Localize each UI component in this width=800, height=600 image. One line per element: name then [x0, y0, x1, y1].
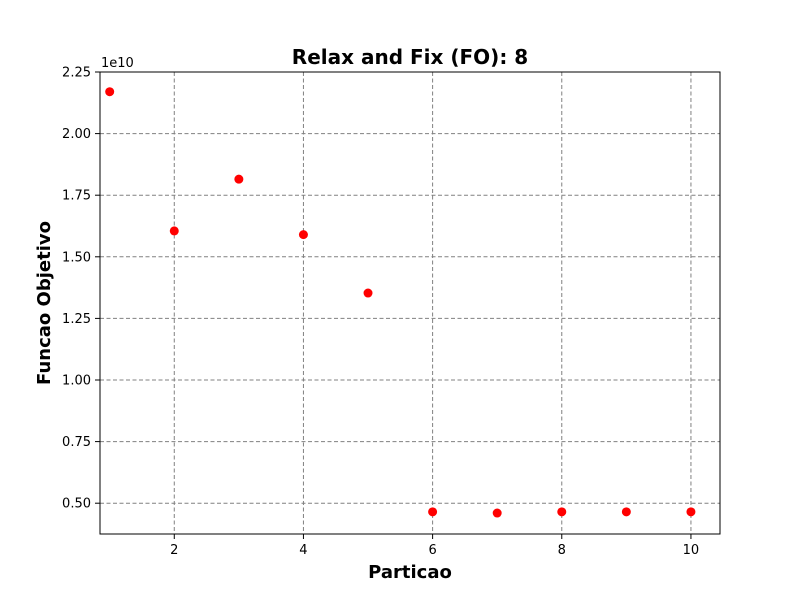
data-point: [621, 507, 631, 517]
plot-area-frame: [99, 71, 721, 535]
y-tick-label: 2.25: [62, 66, 91, 81]
x-tick-label: 4: [299, 543, 307, 558]
x-tick-label: 2: [170, 543, 178, 558]
data-point: [428, 507, 438, 517]
grid: [100, 71, 720, 534]
x-tick-label: 6: [428, 543, 436, 558]
data-point: [234, 174, 244, 184]
y-axis-label: Funcao Objetivo: [34, 221, 55, 385]
y-tick-label: 1.50: [62, 250, 91, 265]
data-point: [492, 508, 502, 518]
x-tick-label: 8: [558, 543, 566, 558]
data-point: [169, 226, 179, 236]
y-tick-label: 0.75: [62, 435, 91, 450]
y-tick-label: 1.25: [62, 312, 91, 327]
data-points: [105, 87, 696, 518]
y-offset-label: 1e10: [101, 56, 134, 71]
data-point: [105, 87, 115, 97]
x-axis-label: Particao: [368, 562, 452, 583]
y-tick-label: 2.00: [62, 127, 91, 142]
data-point: [298, 230, 308, 240]
chart-title: Relax and Fix (FO): 8: [292, 45, 528, 69]
y-tick-label: 1.00: [62, 374, 91, 389]
data-point: [363, 288, 373, 298]
y-tick-label: 0.50: [62, 497, 91, 512]
data-point: [557, 507, 567, 517]
axis-ticks: 2 4 6 8 10 0.50 0.75 1.00 1.25 1.50 1.75 2.00 2.25: [62, 66, 699, 559]
y-tick-label: 1.75: [62, 189, 91, 204]
x-tick-label: 10: [683, 543, 700, 558]
data-point: [686, 507, 696, 517]
